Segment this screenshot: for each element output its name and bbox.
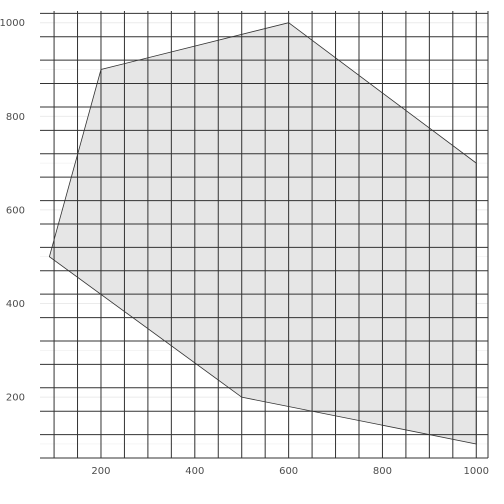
y-tick-label: 800 — [6, 112, 25, 123]
overlay-grid — [40, 11, 489, 459]
y-tick-label: 400 — [6, 299, 25, 310]
x-tick-label: 400 — [185, 466, 204, 477]
x-axis-ticks: 200 400 600 800 1000 — [91, 466, 489, 477]
y-tick-label: 1000 — [0, 18, 25, 29]
data-layer — [48, 22, 477, 445]
x-tick-label: 200 — [91, 466, 110, 477]
x-tick-label: 1000 — [464, 466, 489, 477]
data-polygon — [48, 22, 477, 445]
x-tick-label: 600 — [279, 466, 298, 477]
y-axis-ticks: 200 400 600 800 1000 — [0, 18, 25, 403]
x-tick-label: 800 — [373, 466, 392, 477]
y-tick-label: 200 — [6, 393, 25, 404]
y-tick-label: 600 — [6, 205, 25, 216]
